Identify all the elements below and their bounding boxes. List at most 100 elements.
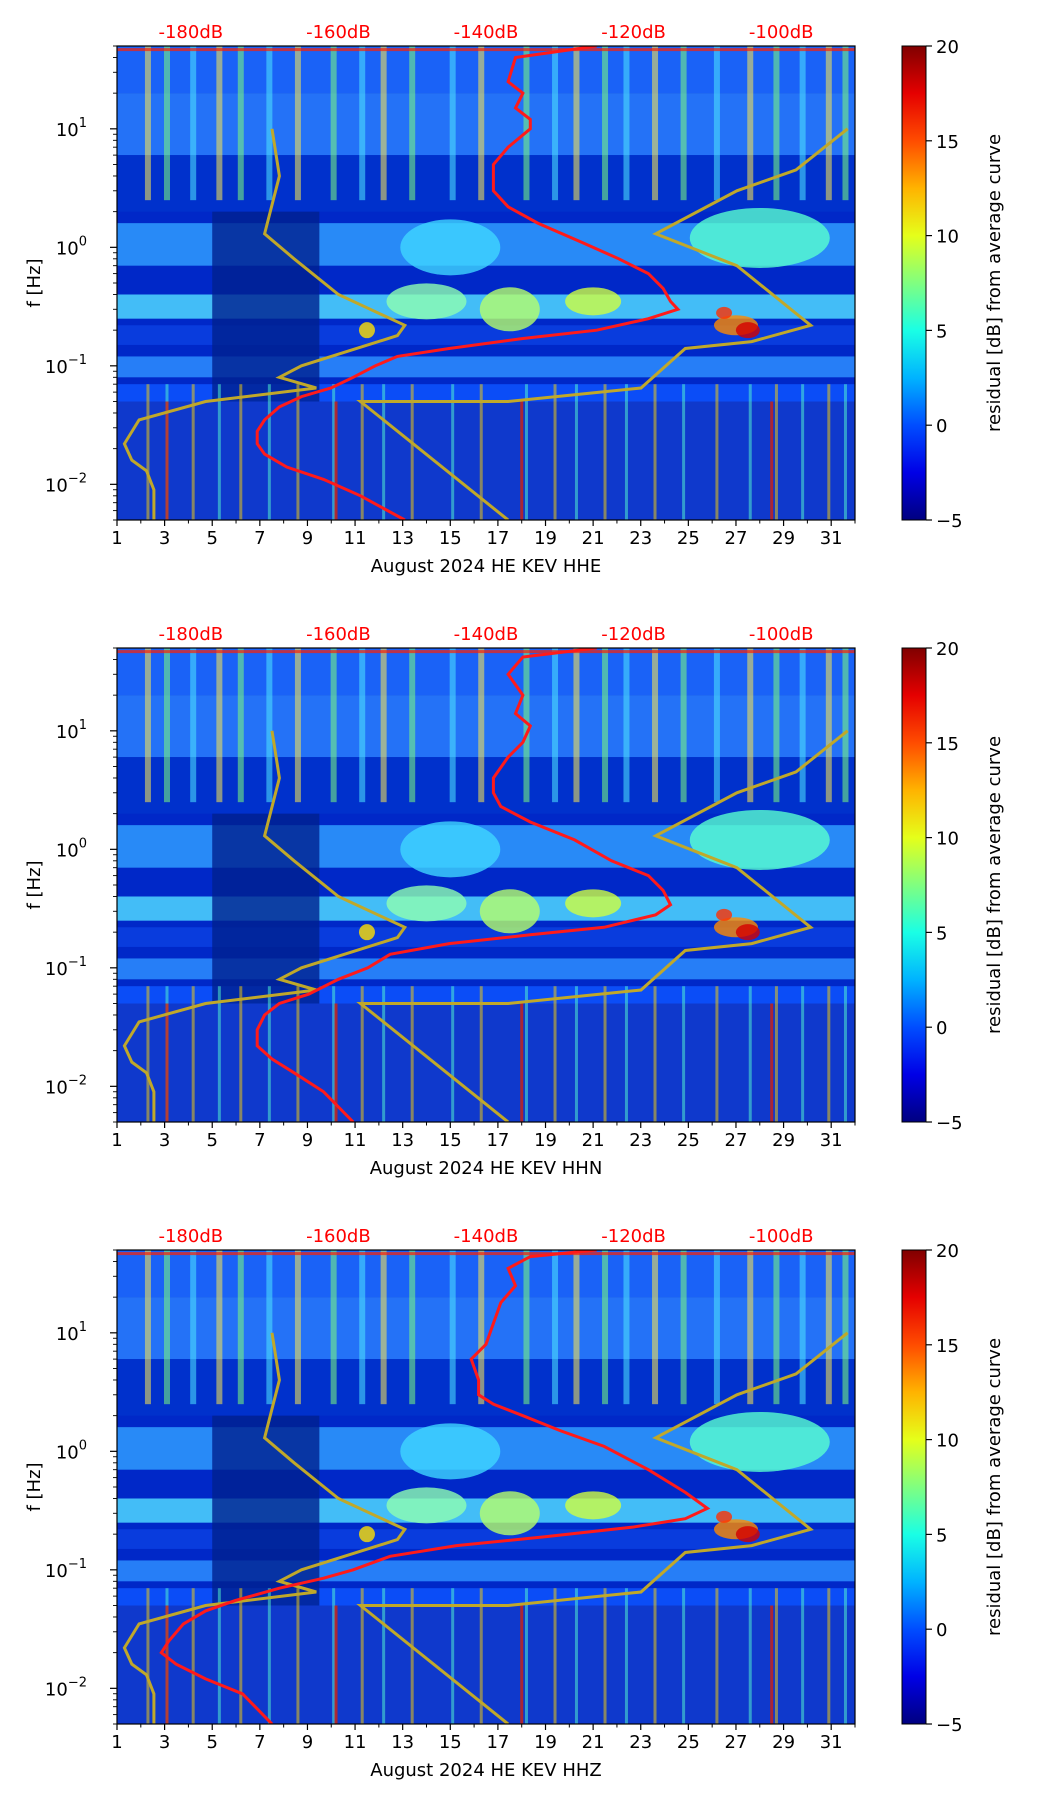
top-db-label: -100dB (749, 22, 814, 43)
colorbar-tick-label: 5 (936, 923, 947, 944)
high-noise-model-line (356, 127, 849, 520)
colorbar-label: residual [dB] from average curve (984, 134, 1005, 432)
x-tick-label: 19 (534, 1732, 557, 1753)
average-psd-line (159, 1250, 711, 1724)
spectrogram-heatmap (117, 46, 855, 520)
colorbar-tick-label: 15 (936, 1336, 959, 1357)
colorbar-tick-label: 20 (936, 1241, 959, 1262)
y-tick-label: 100 (56, 234, 87, 259)
y-axis: 10−2 10−1 100 101 (45, 1249, 117, 1725)
top-db-label: -140dB (454, 22, 519, 43)
x-tick-label: 3 (159, 1130, 170, 1151)
y-tick-label: 10−2 (45, 1073, 87, 1098)
spectrogram-heatmap (117, 648, 855, 1122)
x-tick-label: 27 (725, 1130, 748, 1151)
x-tick-label: 23 (629, 1130, 652, 1151)
x-tick-label: 29 (772, 1130, 795, 1151)
y-tick-label: 10−2 (45, 1675, 87, 1700)
colorbar-gradient (901, 45, 927, 521)
x-axis-label: August 2024 HE KEV HHN (370, 1158, 603, 1179)
high-noise-model-line (356, 729, 849, 1122)
x-tick-label: 15 (439, 1130, 462, 1151)
top-db-label: -100dB (749, 1226, 814, 1247)
colorbar: 20 15 10 5 0 −5 residual [dB] from average cur… (901, 1241, 1005, 1736)
average-psd-line (255, 46, 681, 520)
high-noise-model-line (356, 1331, 849, 1724)
top-db-label: -160dB (306, 624, 371, 645)
x-tick-label: 13 (391, 1732, 414, 1753)
x-tick-label: 31 (820, 528, 843, 549)
x-tick-label: 29 (772, 1732, 795, 1753)
x-axis-label: August 2024 HE KEV HHZ (370, 1760, 602, 1781)
x-tick-label: 17 (486, 528, 509, 549)
colorbar-tick-label: 0 (936, 1018, 947, 1039)
y-axis: 10−2 10−1 100 101 (45, 45, 117, 521)
x-tick-label: 3 (159, 1732, 170, 1753)
x-tick-label: 9 (302, 1130, 313, 1151)
colorbar-tick-label: −5 (936, 511, 963, 532)
x-tick-label: 27 (725, 1732, 748, 1753)
y-tick-label: 101 (56, 116, 87, 141)
colorbar: 20 15 10 5 0 −5 residual [dB] from average cur… (901, 639, 1005, 1134)
low-noise-model-line (122, 730, 408, 1122)
x-tick-label: 3 (159, 528, 170, 549)
colorbar-tick-label: 10 (936, 829, 959, 850)
top-db-label: -140dB (454, 1226, 519, 1247)
x-tick-label: 17 (486, 1130, 509, 1151)
colorbar-tick-label: −5 (936, 1113, 963, 1134)
x-tick-label: 1 (111, 1732, 122, 1753)
colorbar-tick-label: 10 (936, 1431, 959, 1452)
top-db-label: -160dB (306, 1226, 371, 1247)
top-db-label: -120dB (601, 1226, 666, 1247)
y-axis: 10−2 10−1 100 101 (45, 647, 117, 1123)
colorbar: 20 15 10 5 0 −5 residual [dB] from average cur… (901, 37, 1005, 532)
x-tick-label: 13 (391, 1130, 414, 1151)
y-tick-label: 10−1 (45, 353, 87, 378)
y-tick-label: 100 (56, 1438, 87, 1463)
colorbar-tick-label: 20 (936, 37, 959, 58)
y-axis-label: f [Hz] (24, 1462, 45, 1511)
colorbar-tick-label: 5 (936, 1525, 947, 1546)
x-tick-label: 19 (534, 1130, 557, 1151)
x-tick-label: 15 (439, 528, 462, 549)
top-db-axis: -180dB -160dB -140dB -120dB -100dB (158, 1226, 813, 1247)
y-tick-label: 100 (56, 836, 87, 861)
x-axis-label: August 2024 HE KEV HHE (371, 556, 602, 577)
colorbar-tick-label: 0 (936, 1620, 947, 1641)
x-tick-label: 31 (820, 1130, 843, 1151)
low-noise-model-line (122, 128, 408, 520)
colorbar-tick-label: 0 (936, 416, 947, 437)
top-db-label: -180dB (158, 624, 223, 645)
top-db-label: -120dB (601, 22, 666, 43)
x-tick-label: 23 (629, 528, 652, 549)
colorbar-tick-label: −5 (936, 1715, 963, 1736)
x-tick-label: 11 (344, 1130, 367, 1151)
x-tick-label: 5 (206, 1130, 217, 1151)
y-tick-label: 101 (56, 718, 87, 743)
y-axis-label: f [Hz] (24, 860, 45, 909)
x-tick-label: 9 (302, 528, 313, 549)
top-db-axis: -180dB -160dB -140dB -120dB -100dB (158, 22, 813, 43)
x-tick-label: 11 (344, 528, 367, 549)
x-tick-label: 25 (677, 528, 700, 549)
x-tick-label: 1 (111, 1130, 122, 1151)
x-tick-label: 5 (206, 528, 217, 549)
colorbar-gradient (901, 647, 927, 1123)
top-db-axis: -180dB -160dB -140dB -120dB -100dB (158, 624, 813, 645)
x-tick-label: 17 (486, 1732, 509, 1753)
x-tick-label: 21 (582, 1130, 605, 1151)
top-db-label: -120dB (601, 624, 666, 645)
y-tick-label: 10−1 (45, 1557, 87, 1582)
top-db-label: -160dB (306, 22, 371, 43)
average-psd-line (255, 648, 673, 1122)
colorbar-tick-label: 15 (936, 132, 959, 153)
x-tick-label: 11 (344, 1732, 367, 1753)
x-axis: 1 3 5 7 9 11 13 15 17 19 21 23 25 27 29 31 (111, 1122, 856, 1151)
x-axis: 1 3 5 7 9 11 13 15 17 19 21 23 25 27 29 31 (111, 520, 856, 549)
x-tick-label: 21 (582, 528, 605, 549)
y-axis-label: f [Hz] (24, 258, 45, 307)
x-tick-label: 9 (302, 1732, 313, 1753)
